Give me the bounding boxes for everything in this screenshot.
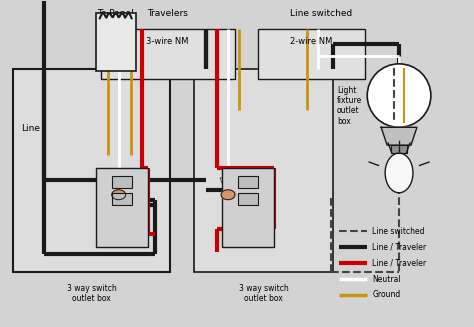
Ellipse shape (112, 190, 126, 200)
Bar (112, 176, 132, 188)
Text: Line / Traveler: Line / Traveler (372, 259, 426, 267)
Text: 3 way switch
outlet box: 3 way switch outlet box (239, 284, 289, 303)
Polygon shape (220, 178, 236, 194)
Polygon shape (381, 127, 417, 145)
Text: Neutral: Neutral (372, 274, 401, 284)
Text: Line switched: Line switched (372, 227, 425, 236)
Bar (238, 176, 258, 188)
Bar (96, 13, 136, 71)
Text: 2-wire NM: 2-wire NM (291, 37, 333, 45)
Text: Ground: Ground (372, 290, 401, 300)
Bar (101, 29, 235, 79)
Ellipse shape (385, 153, 413, 193)
Text: 3-wire NM: 3-wire NM (146, 37, 189, 45)
Bar (258, 29, 365, 79)
Text: 3 way switch
outlet box: 3 way switch outlet box (67, 284, 117, 303)
Polygon shape (391, 145, 407, 153)
Polygon shape (111, 178, 127, 194)
Text: Line / Traveler: Line / Traveler (372, 243, 426, 252)
Text: To Panel: To Panel (97, 9, 134, 18)
Bar (194, 69, 333, 272)
Bar (96, 168, 147, 247)
Bar (6, 6, 325, 284)
Bar (238, 193, 258, 205)
Bar (13, 69, 170, 272)
Bar (222, 168, 274, 247)
Text: Line switched: Line switched (291, 9, 353, 18)
Text: Travelers: Travelers (147, 9, 188, 18)
Text: Light
fixture
outlet
box: Light fixture outlet box (337, 86, 362, 126)
Bar (112, 193, 132, 205)
Text: Line: Line (21, 124, 40, 133)
Circle shape (367, 64, 431, 127)
Ellipse shape (221, 190, 235, 200)
